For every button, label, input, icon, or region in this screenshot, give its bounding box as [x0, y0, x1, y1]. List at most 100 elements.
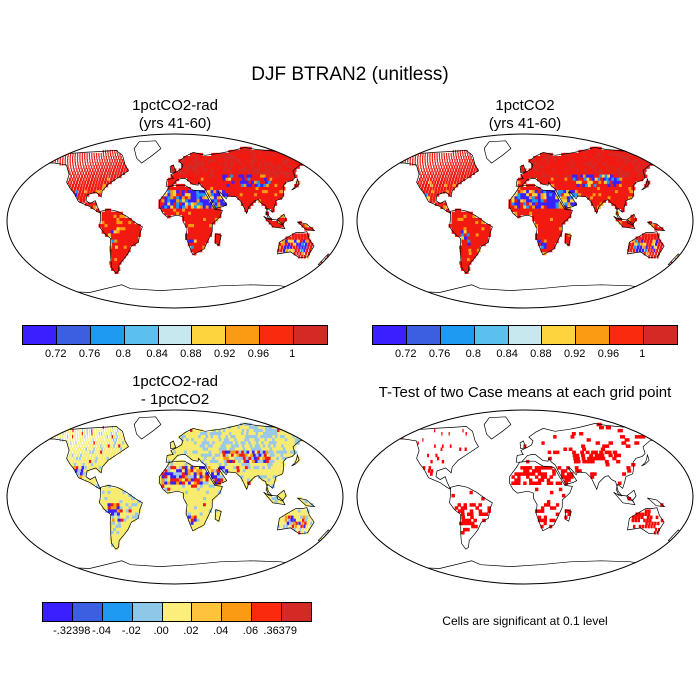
coastline-newGuinea — [297, 221, 316, 232]
coastline-eurasia — [165, 147, 316, 221]
colorbar-tick-label: 0.84 — [496, 348, 518, 360]
coastline-japan — [291, 454, 300, 467]
coastline-japan — [641, 178, 650, 191]
colorbar-swatch: #fb9b14 — [222, 603, 253, 621]
colorbar-tick-label: -.02 — [121, 625, 141, 637]
colorbar-tick-label: 0.72 — [45, 348, 67, 360]
coastline-uk — [519, 440, 527, 450]
colorbar-swatch: #8ec8e8 — [132, 603, 163, 621]
panel-title-line2: - 1pctCO2 — [140, 391, 210, 408]
colorbar-tick-label: 0.96 — [247, 348, 270, 360]
coastline-southAmerica — [99, 209, 143, 274]
colorbar-swatch: #fdc33c — [192, 603, 223, 621]
coastline-borneo — [626, 489, 637, 502]
coastline-northAmerica — [393, 150, 479, 215]
map-border — [356, 409, 694, 585]
coastline-eurasia — [515, 147, 666, 221]
coastline-newGuinea — [297, 497, 316, 508]
coastline-northAmerica — [393, 426, 479, 491]
colorbar-tick-label: 0.76 — [78, 348, 101, 360]
map-bottom-left — [6, 409, 344, 585]
colorbar-swatch: #3b5fe0 — [406, 326, 441, 344]
colorbar-tick-label: 0.8 — [115, 348, 131, 360]
coastline-newGuinea — [647, 221, 666, 232]
coastline-madagascar — [564, 233, 572, 246]
colorbar-labels-top-left: 0.72 0.76 0.8 0.84 0.88 0.92 0.96 1 — [22, 348, 326, 362]
map-border — [6, 133, 344, 309]
coastline-africa — [158, 460, 223, 532]
coastline-uk — [169, 440, 177, 450]
coastline-northAmerica — [43, 426, 129, 491]
significance-note: Cells are significant at 0.1 level — [442, 614, 608, 628]
colorbar-swatch: #1f9af2 — [90, 326, 125, 344]
colorbar-swatch: #1f9af2 — [440, 326, 475, 344]
coastline-eurasia — [515, 423, 666, 497]
coastline-madagascar — [564, 509, 572, 522]
colorbar-swatch: #fdd33e — [542, 326, 577, 344]
colorbar-swatch: #3b5fe0 — [72, 603, 103, 621]
colorbar-tick-label: 0.92 — [563, 348, 586, 360]
colorbar-top-left: #3a1fff#3b5fe0#1f9af2#5cc0ee#c8e8f0#fdd3… — [22, 325, 328, 345]
colorbar-tick-label: .04 — [213, 625, 229, 637]
coastline-antarctica — [43, 284, 307, 308]
panel-title-line1: 1pctCO2 — [495, 97, 555, 114]
panel-title-line1: 1pctCO2-rad — [132, 97, 218, 114]
coastline-japan — [641, 454, 650, 467]
coastline-southAmerica — [449, 209, 493, 274]
colorbar-swatch: #5cc0ee — [124, 326, 159, 344]
colorbar-swatch: #d42a26 — [282, 603, 312, 621]
colorbar-tick-label: .00 — [153, 625, 169, 637]
panel-title-bottom-left: 1pctCO2-rad - 1pctCO2 — [90, 373, 260, 409]
ttest-title: T-Test of two Case means at each grid po… — [378, 384, 672, 401]
colorbar-swatch: #fb9b14 — [576, 326, 611, 344]
coastlines — [43, 140, 333, 308]
colorbar-tick-label: 0.76 — [428, 348, 451, 360]
colorbar-tick-label: -.04 — [92, 625, 112, 637]
colorbar-swatch: #1f9af2 — [102, 603, 133, 621]
coastline-japan — [291, 178, 300, 191]
colorbar-labels-top-right: 0.72 0.76 0.8 0.84 0.88 0.92 0.96 1 — [372, 348, 676, 362]
colorbar-tick-label: .36379 — [263, 625, 298, 637]
coastline-southAmerica — [99, 485, 143, 550]
colorbar-swatch: #fdd33e — [192, 326, 227, 344]
coastline-australia — [277, 231, 315, 259]
coastline-africa — [508, 460, 573, 532]
coastline-africa — [508, 184, 573, 256]
colorbar-tick-label: .02 — [183, 625, 199, 637]
colorbar-tick-label: 0.72 — [395, 348, 417, 360]
colorbar-tick-label: 0.8 — [465, 348, 481, 360]
colorbar-labels-bottom-left: -.32398 -.04 -.02 .00 .02 .04 .06 .36379 — [42, 625, 310, 639]
map-border — [6, 409, 344, 585]
coastline-madagascar — [214, 509, 222, 522]
colorbar-swatch: #fb9b14 — [226, 326, 261, 344]
coastline-madagascar — [214, 233, 222, 246]
colorbar-tick-label: 0.84 — [146, 348, 168, 360]
colorbar-tick-label: 0.88 — [180, 348, 202, 360]
colorbar-swatch: #d42a26 — [644, 326, 678, 344]
coastline-australia — [627, 231, 665, 259]
colorbar-swatch: #c8e8f0 — [508, 326, 543, 344]
map-bottom-right — [356, 409, 694, 585]
colorbar-swatch: #d42a26 — [294, 326, 328, 344]
colorbar-swatch: #3b5fe0 — [56, 326, 91, 344]
colorbar-tick-label: 0.92 — [213, 348, 236, 360]
coastline-newGuinea — [647, 497, 666, 508]
coastline-greenland — [483, 416, 512, 440]
coastlines — [43, 416, 333, 584]
coastline-borneo — [276, 489, 287, 502]
coastline-borneo — [626, 213, 637, 226]
colorbar-swatch: #3a1fff — [43, 603, 73, 621]
colorbar-swatch: #fa2a0f — [252, 603, 283, 621]
coastline-australia — [627, 507, 665, 535]
coastline-borneo — [276, 213, 287, 226]
colorbar-swatch: #fbee7a — [162, 603, 193, 621]
coastline-southAmerica — [449, 485, 493, 550]
coastline-eurasia — [165, 423, 316, 497]
colorbar-bottom-left: #3a1fff#3b5fe0#1f9af2#8ec8e8#fbee7a#fdc3… — [42, 602, 312, 622]
coastline-indonesia — [263, 491, 286, 506]
map-top-left — [6, 133, 344, 309]
colorbar-top-right: #3a1fff#3b5fe0#1f9af2#5cc0ee#c8e8f0#fdd3… — [372, 325, 678, 345]
coastlines — [393, 416, 683, 584]
coastline-uk — [519, 164, 527, 174]
map-top-right — [356, 133, 694, 309]
